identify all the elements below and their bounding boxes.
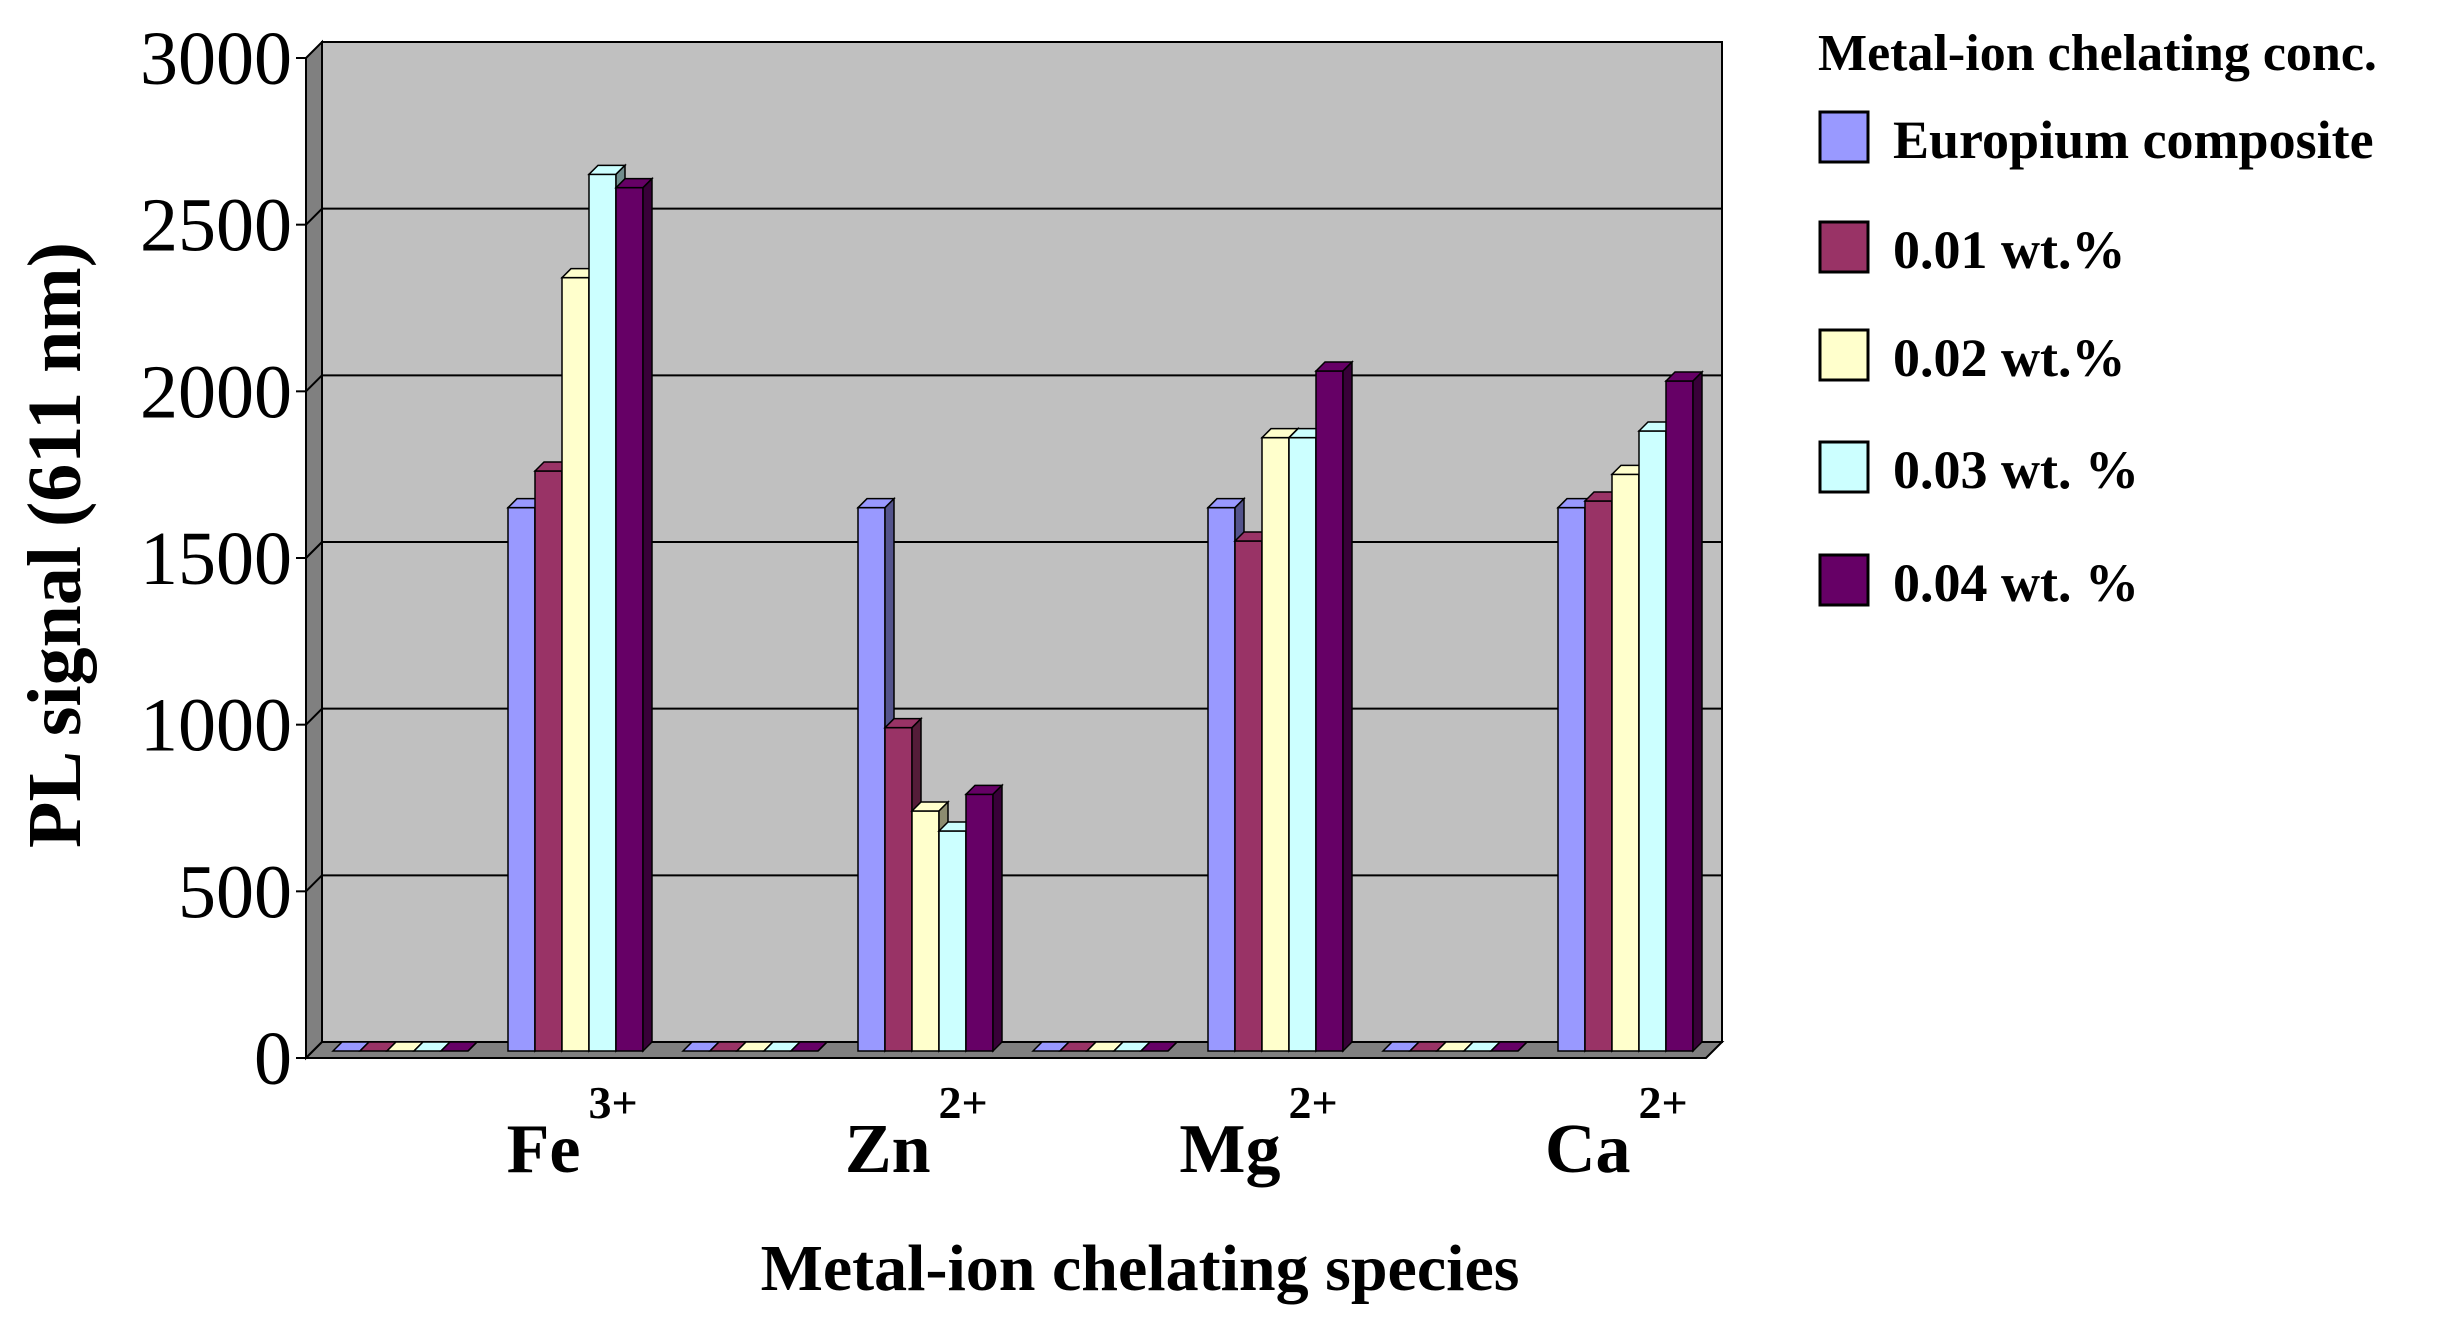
gridline-side: [305, 874, 323, 893]
gridline-side: [305, 541, 323, 559]
bar-side: [1167, 1041, 1178, 1052]
x-axis-categories: Fe3+Zn2+Mg2+Ca2+: [507, 1077, 1688, 1188]
bar-group-mg: [1206, 360, 1354, 1053]
legend-item: 0.03 wt. %: [1818, 440, 2139, 500]
bar-front: [1584, 500, 1613, 1052]
bar: [964, 783, 1004, 1053]
x-tick-label: Zn: [845, 1111, 931, 1188]
gridline-side: [305, 374, 323, 393]
bar-group-fe: [506, 163, 654, 1053]
x-tick-superscript: 3+: [589, 1077, 638, 1128]
bar-front: [1234, 540, 1263, 1052]
y-axis-ticks: 0 500 1000 1500 2000 2500 3000: [140, 17, 306, 1101]
legend-swatch: [1818, 440, 1870, 494]
legend-label: 0.01 wt.%: [1893, 220, 2125, 280]
empty-bar-group: [1381, 1041, 1529, 1052]
legend-swatch: [1818, 328, 1870, 382]
bar-front: [1557, 506, 1586, 1052]
x-tick-superscript: 2+: [1289, 1077, 1338, 1128]
bar-front: [965, 793, 994, 1052]
y-tick-label: 0: [254, 1017, 292, 1101]
legend: Metal-ion chelating conc. Europium compo…: [1818, 25, 2377, 613]
bar-front: [588, 173, 617, 1052]
bar-front: [857, 506, 886, 1052]
y-tick-label: 1500: [140, 517, 292, 601]
bar-front: [561, 276, 590, 1052]
y-tick-label: 1000: [140, 684, 292, 768]
legend-swatch: [1818, 110, 1870, 164]
bar-side: [467, 1041, 478, 1052]
legend-label: 0.03 wt. %: [1893, 440, 2139, 500]
bar: [789, 1041, 829, 1052]
legend-item: Europium composite: [1818, 110, 2374, 170]
bar-front: [911, 810, 940, 1052]
legend-item: 0.04 wt. %: [1818, 553, 2139, 613]
legend-item: 0.02 wt.%: [1818, 328, 2125, 388]
legend-label: Europium composite: [1893, 110, 2374, 170]
bar-side: [992, 783, 1003, 1053]
x-tick-label: Fe: [507, 1111, 581, 1188]
y-tick-label: 2500: [140, 184, 292, 268]
bar-side: [1517, 1041, 1528, 1052]
x-tick-superscript: 2+: [939, 1077, 988, 1128]
bar-front: [534, 470, 563, 1052]
bar-front: [884, 726, 913, 1052]
plot-area: [303, 39, 1725, 1061]
bar-side: [1342, 360, 1353, 1053]
empty-bar-group: [681, 1041, 829, 1052]
bar: [1489, 1041, 1529, 1052]
legend-label: 0.04 wt. %: [1893, 553, 2139, 613]
bar-front: [1611, 473, 1640, 1052]
bar-front: [1207, 506, 1236, 1052]
bar: [614, 176, 654, 1053]
bar-front: [938, 830, 967, 1052]
legend-title: Metal-ion chelating conc.: [1818, 25, 2377, 82]
y-tick-label: 2000: [140, 350, 292, 434]
empty-bar-group: [1031, 1041, 1179, 1052]
bar-front: [615, 186, 644, 1052]
bar-front: [1315, 370, 1344, 1052]
legend-item: 0.01 wt.%: [1818, 220, 2125, 280]
bar: [1139, 1041, 1179, 1052]
bar: [439, 1041, 479, 1052]
y-tick-label: 3000: [140, 17, 292, 101]
gridline-side: [305, 207, 323, 226]
empty-bar-group: [331, 1041, 479, 1052]
y-axis-label: PL signal (611 nm): [13, 242, 97, 848]
legend-swatch: [1818, 553, 1870, 607]
legend-label: 0.02 wt.%: [1893, 328, 2125, 388]
y-tick-label: 500: [178, 850, 292, 934]
bar-front: [1288, 436, 1317, 1052]
bar-side: [642, 176, 653, 1053]
bar-group-zn: [856, 496, 1004, 1053]
bar-front: [1665, 380, 1694, 1052]
bar-side: [817, 1041, 828, 1052]
bar-front: [507, 506, 536, 1052]
bar-front: [1261, 436, 1290, 1052]
bar-group-ca: [1556, 370, 1704, 1053]
bar-front: [1638, 430, 1667, 1052]
bar-side: [1692, 370, 1703, 1053]
bar: [1664, 370, 1704, 1053]
x-axis-label: Metal-ion chelating species: [761, 1232, 1520, 1305]
x-tick-label: Ca: [1545, 1111, 1631, 1188]
legend-swatch: [1818, 220, 1870, 274]
bar: [1314, 360, 1354, 1053]
x-tick-label: Mg: [1179, 1111, 1280, 1188]
gridline-side: [305, 707, 323, 726]
x-tick-superscript: 2+: [1639, 1077, 1688, 1128]
